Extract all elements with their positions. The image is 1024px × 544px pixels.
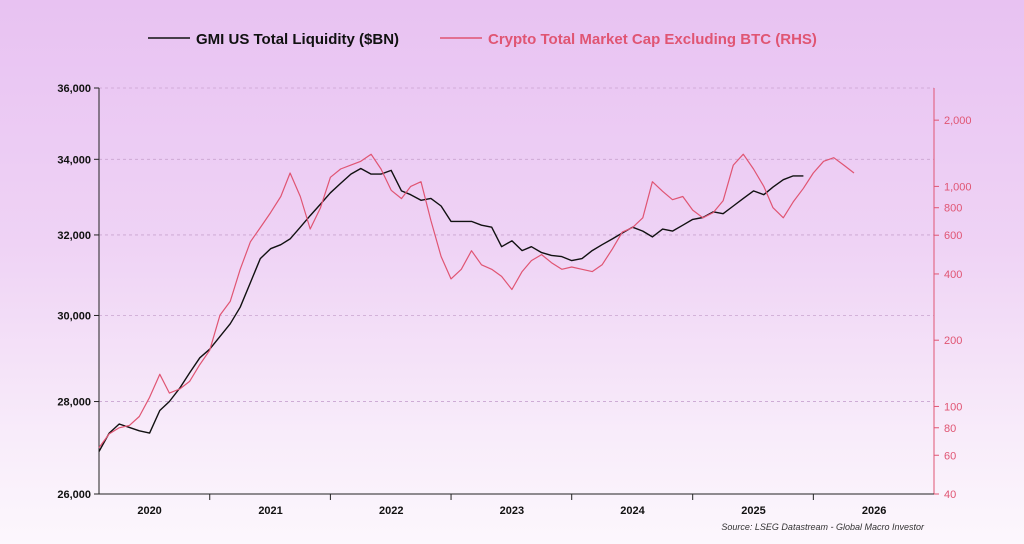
x-tick-label: 2024 xyxy=(620,505,645,517)
y-left-tick-label: 34,000 xyxy=(57,154,91,166)
source-note: Source: LSEG Datastream - Global Macro I… xyxy=(721,522,925,532)
series-line-crypto xyxy=(98,153,855,448)
y-right-tick-label: 80 xyxy=(944,423,956,435)
y-right-tick-label: 1,000 xyxy=(944,181,972,193)
y-right-tick-label: 2,000 xyxy=(944,115,972,127)
grid-lines xyxy=(99,87,934,402)
y-right-tick-label: 100 xyxy=(944,401,962,413)
y-right-tick-label: 40 xyxy=(944,489,956,501)
y-right-tick-label: 800 xyxy=(944,203,962,215)
y-right-tick-label: 600 xyxy=(944,230,962,242)
y-left-tick-label: 26,000 xyxy=(57,489,91,501)
y-left-tick-label: 32,000 xyxy=(57,230,91,242)
x-tick-label: 2021 xyxy=(258,505,282,517)
y-left-tick-label: 36,000 xyxy=(57,83,91,95)
chart-axes: 26,000 28,000 30,000 32,000 34,000 36,000 40 60… xyxy=(57,83,971,517)
y-left-tick-label: 28,000 xyxy=(57,397,91,409)
y-right-tick-label: 200 xyxy=(944,335,962,347)
x-tick-label: 2022 xyxy=(379,505,403,517)
chart-series xyxy=(98,153,855,452)
chart-legend: GMI US Total Liquidity ($BN) Crypto Tota… xyxy=(148,31,817,48)
series-line-liquidity xyxy=(98,167,804,452)
y-right-tick-label: 400 xyxy=(944,269,962,281)
x-tick-label: 2023 xyxy=(500,505,524,517)
x-tick-label: 2020 xyxy=(137,505,161,517)
y-left-tick-label: 30,000 xyxy=(57,310,91,322)
y-right-tick-label: 60 xyxy=(944,450,956,462)
x-tick-label: 2025 xyxy=(741,505,765,517)
x-tick-label: 2026 xyxy=(862,505,886,517)
legend-label-crypto: Crypto Total Market Cap Excluding BTC (R… xyxy=(488,31,817,48)
legend-label-liquidity: GMI US Total Liquidity ($BN) xyxy=(196,31,399,48)
